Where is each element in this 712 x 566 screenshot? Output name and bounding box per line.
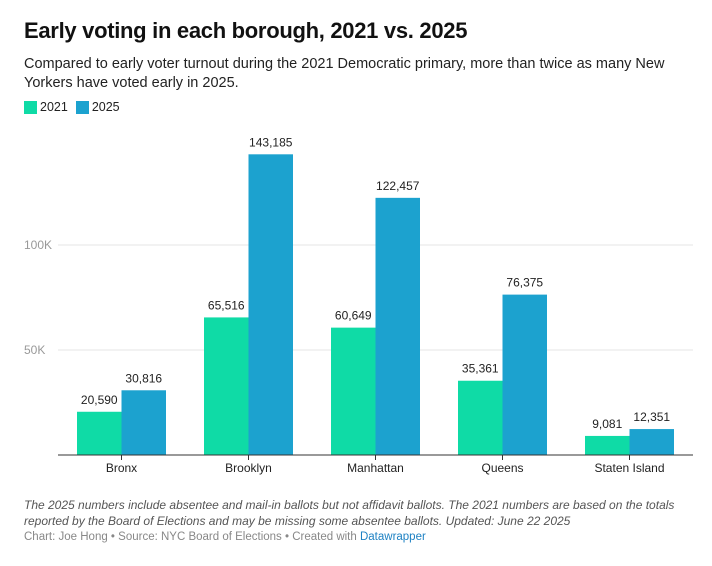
data-label: 9,081: [592, 417, 622, 431]
bar-2025: [375, 197, 420, 455]
legend-item-2021: 2021: [24, 100, 68, 114]
bar-2025: [629, 429, 674, 455]
data-label: 12,351: [633, 410, 670, 424]
datawrapper-link[interactable]: Datawrapper: [359, 531, 426, 543]
data-label: 35,361: [462, 362, 499, 376]
bar-2025: [502, 294, 547, 455]
bar-2021: [77, 411, 122, 455]
chart-subtitle: Compared to early voter turnout during t…: [24, 56, 665, 91]
x-tick-label: Staten Island: [594, 461, 664, 475]
y-tick-label: 100K: [24, 238, 52, 252]
bar-2021: [458, 380, 503, 455]
chart-notes: The 2025 numbers include absentee and ma…: [24, 498, 675, 528]
x-tick-label: Bronx: [106, 461, 137, 475]
legend: 2021 2025: [24, 100, 120, 114]
credit-text: Chart: Joe Hong • Source: NYC Board of E…: [24, 531, 360, 543]
x-tick-label: Manhattan: [347, 461, 404, 475]
bar-2021: [331, 327, 376, 455]
data-label: 65,516: [208, 298, 245, 312]
legend-swatch-2025: [75, 100, 89, 114]
legend-swatch-2021: [24, 100, 37, 114]
chart-title: Early voting in each borough, 2021 vs. 2…: [24, 18, 468, 43]
data-label: 122,457: [376, 179, 420, 193]
bar-2021: [585, 435, 630, 455]
data-label: 60,649: [335, 309, 372, 323]
legend-label: 2025: [91, 100, 120, 114]
x-tick-label: Brooklyn: [225, 461, 272, 475]
y-tick-label: 50K: [24, 343, 45, 357]
bar-2025: [248, 154, 293, 455]
chart-credit: Chart: Joe Hong • Source: NYC Board of E…: [24, 531, 426, 543]
x-tick-label: Queens: [481, 461, 523, 475]
data-label: 143,185: [249, 135, 293, 149]
data-label: 20,590: [81, 393, 118, 407]
legend-label: 2021: [40, 100, 68, 114]
bar-2021: [204, 317, 249, 455]
data-label: 30,816: [125, 371, 162, 385]
legend-item-2025: 2025: [75, 100, 120, 114]
data-label: 76,375: [506, 276, 543, 290]
bar-2025: [121, 390, 166, 455]
